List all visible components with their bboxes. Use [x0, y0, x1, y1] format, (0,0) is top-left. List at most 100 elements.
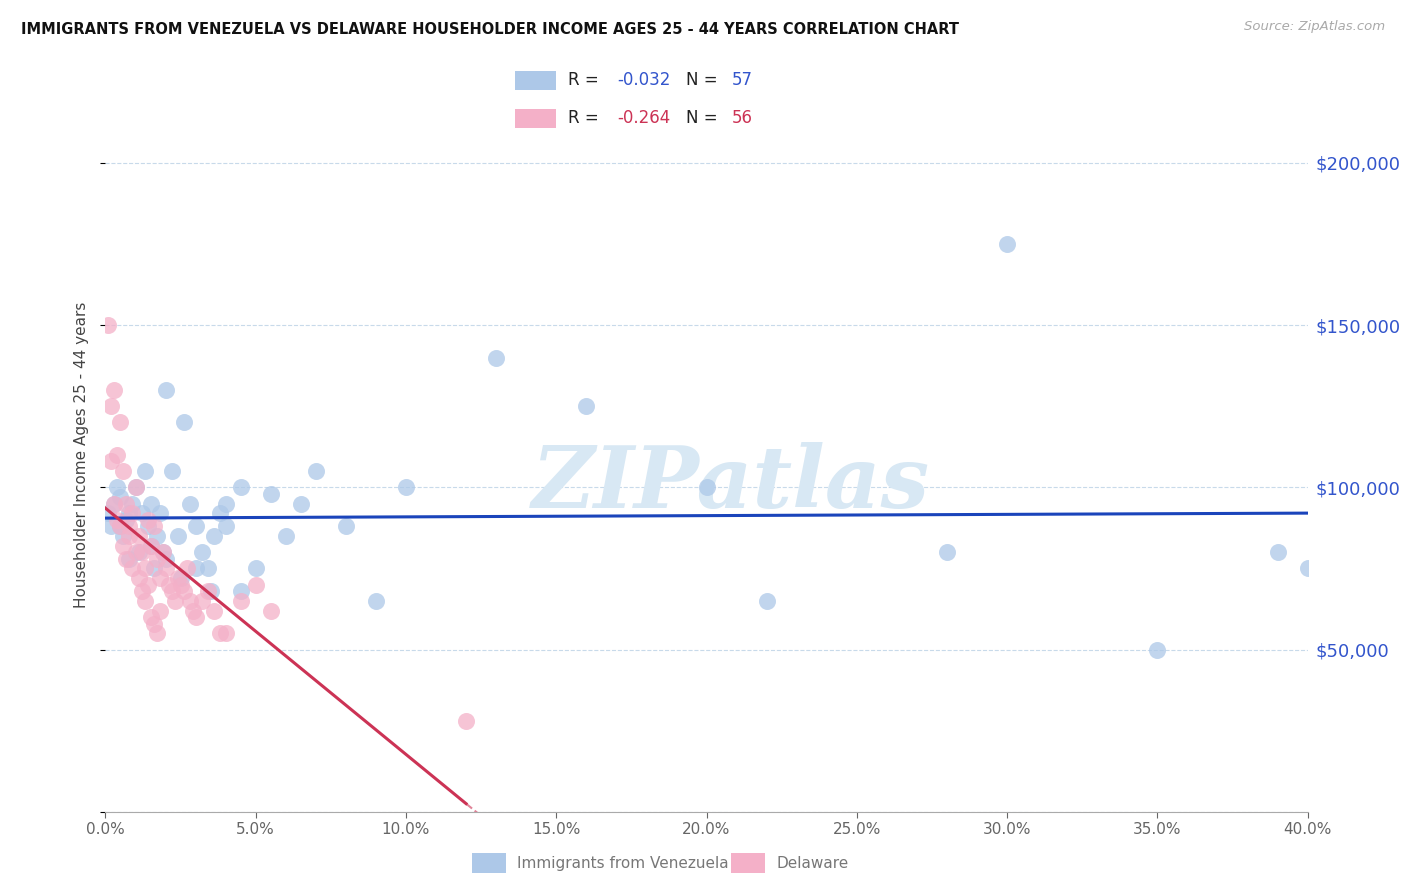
FancyBboxPatch shape	[731, 853, 765, 873]
Point	[155, 551, 177, 566]
Text: N =: N =	[686, 71, 723, 89]
Text: 57: 57	[733, 71, 754, 89]
Point	[160, 584, 183, 599]
Point	[197, 584, 219, 599]
Point	[134, 594, 156, 608]
Point	[103, 497, 125, 511]
Point	[139, 539, 162, 553]
FancyBboxPatch shape	[472, 853, 506, 873]
Point	[229, 480, 252, 494]
Point	[124, 480, 146, 494]
Point	[260, 487, 283, 501]
Text: Source: ZipAtlas.com: Source: ZipAtlas.com	[1244, 20, 1385, 33]
Point	[1296, 561, 1319, 575]
Text: R =: R =	[568, 109, 605, 128]
Point	[485, 351, 508, 365]
Point	[136, 577, 159, 591]
Point	[131, 506, 153, 520]
Point	[124, 545, 146, 559]
Point	[214, 626, 236, 640]
Point	[214, 497, 236, 511]
Point	[136, 513, 159, 527]
Point	[173, 584, 195, 599]
Point	[97, 506, 120, 520]
Point	[100, 399, 122, 413]
Point	[103, 383, 125, 397]
Point	[160, 464, 183, 478]
Point	[179, 594, 201, 608]
FancyBboxPatch shape	[516, 109, 555, 128]
Point	[118, 506, 141, 520]
Point	[190, 594, 212, 608]
Point	[110, 490, 132, 504]
Point	[131, 584, 153, 599]
Point	[110, 519, 132, 533]
Point	[229, 594, 252, 608]
Point	[152, 545, 174, 559]
Point	[364, 594, 387, 608]
Point	[335, 519, 357, 533]
Text: -0.032: -0.032	[617, 71, 671, 89]
Point	[184, 561, 207, 575]
Point	[118, 551, 141, 566]
Point	[121, 497, 143, 511]
Point	[575, 399, 598, 413]
Point	[142, 561, 165, 575]
Point	[208, 506, 231, 520]
Point	[121, 561, 143, 575]
Point	[274, 529, 297, 543]
Point	[139, 497, 162, 511]
Point	[208, 626, 231, 640]
Point	[1267, 545, 1289, 559]
Text: 56: 56	[733, 109, 754, 128]
Point	[100, 454, 122, 468]
Point	[181, 604, 204, 618]
Point	[145, 529, 167, 543]
Text: -0.264: -0.264	[617, 109, 671, 128]
Point	[245, 561, 267, 575]
Point	[103, 497, 125, 511]
Point	[245, 577, 267, 591]
Point	[136, 519, 159, 533]
Point	[184, 610, 207, 624]
Point	[134, 464, 156, 478]
Text: N =: N =	[686, 109, 723, 128]
Point	[1146, 642, 1168, 657]
Point	[145, 626, 167, 640]
Text: ZIPatlas: ZIPatlas	[531, 442, 929, 525]
Point	[696, 480, 718, 494]
Point	[112, 529, 135, 543]
Y-axis label: Householder Income Ages 25 - 44 years: Householder Income Ages 25 - 44 years	[75, 301, 90, 608]
Point	[202, 529, 225, 543]
Point	[145, 551, 167, 566]
Point	[100, 519, 122, 533]
Point	[148, 604, 170, 618]
Point	[179, 497, 201, 511]
Point	[118, 519, 141, 533]
Point	[121, 506, 143, 520]
Point	[97, 318, 120, 333]
Point	[124, 480, 146, 494]
Point	[148, 506, 170, 520]
Text: R =: R =	[568, 71, 605, 89]
Point	[118, 529, 141, 543]
Point	[139, 610, 162, 624]
Point	[184, 519, 207, 533]
Point	[163, 594, 186, 608]
Point	[200, 584, 222, 599]
Point	[176, 561, 198, 575]
Text: Delaware: Delaware	[776, 855, 848, 871]
Point	[214, 519, 236, 533]
Point	[107, 480, 129, 494]
Point	[305, 464, 328, 478]
Point	[110, 416, 132, 430]
Point	[142, 616, 165, 631]
Point	[152, 545, 174, 559]
Point	[148, 571, 170, 585]
Point	[395, 480, 418, 494]
Point	[157, 577, 180, 591]
Point	[142, 519, 165, 533]
Point	[115, 513, 138, 527]
Point	[107, 448, 129, 462]
Point	[755, 594, 778, 608]
